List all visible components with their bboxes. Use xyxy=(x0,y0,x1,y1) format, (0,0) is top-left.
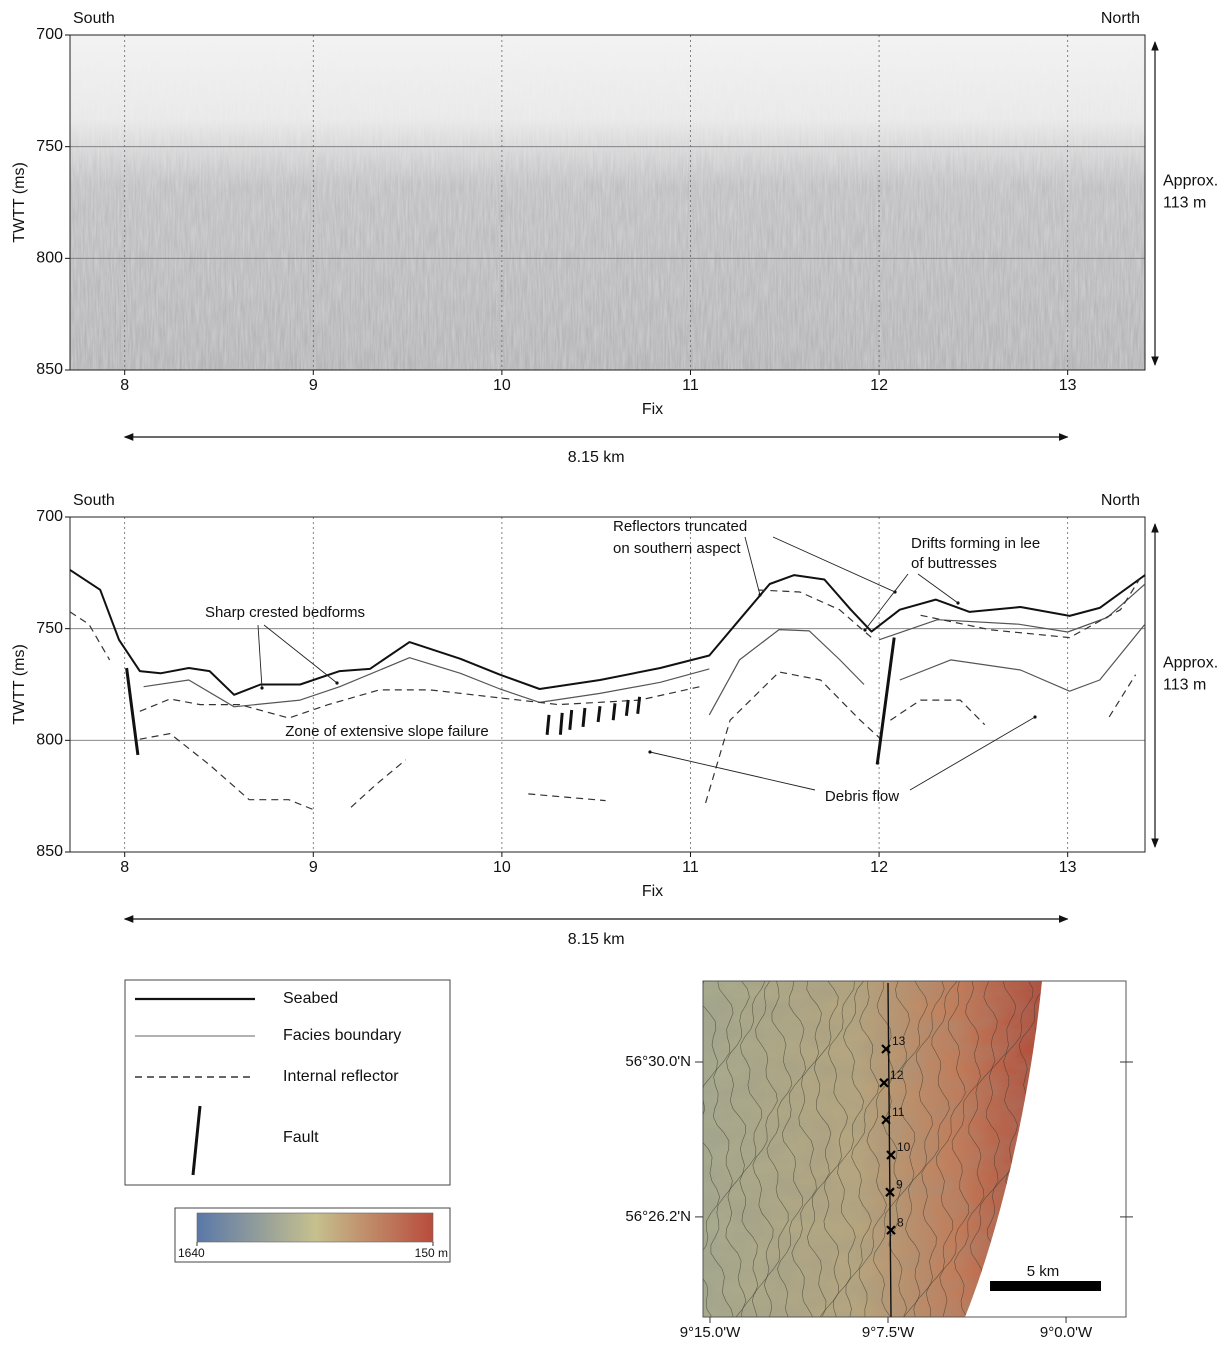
x-tick-label: 10 xyxy=(493,859,511,876)
leader-line xyxy=(258,625,262,688)
leader-line xyxy=(910,717,1035,790)
x-axis-title: Fix xyxy=(642,883,663,900)
lon-label: 9°0.0'W xyxy=(1040,1324,1093,1341)
depth-label: Approx. xyxy=(1163,173,1218,190)
station-label: 9 xyxy=(896,1177,903,1191)
distance-label: 8.15 km xyxy=(568,449,625,466)
annotation: Drifts forming in lee xyxy=(911,535,1040,552)
left-label: South xyxy=(73,492,115,509)
annotation: Debris flow xyxy=(825,788,899,805)
leader-dot xyxy=(260,686,263,689)
lat-label: 56°30.0'N xyxy=(625,1053,691,1070)
annotation: Reflectors truncated xyxy=(613,518,747,535)
leader-dot xyxy=(758,593,761,596)
distance-label: 8.15 km xyxy=(568,931,625,948)
figure: 700 750 800 850 8 9 10 11 12 13 South North TWTT (ms… xyxy=(0,0,1231,1345)
x-tick-label: 13 xyxy=(1059,859,1077,876)
scale-bar-label: 5 km xyxy=(1027,1263,1060,1280)
y-tick-label: 800 xyxy=(36,732,63,749)
station-label: 11 xyxy=(892,1105,905,1119)
x-tick-label: 11 xyxy=(682,859,699,876)
x-tick-label: 9 xyxy=(309,859,318,876)
leader-dot xyxy=(863,628,866,631)
leader-dot xyxy=(1033,715,1036,718)
seismic-image xyxy=(70,35,1145,370)
depth-label: 113 m xyxy=(1163,677,1206,694)
x-tick-label: 10 xyxy=(493,377,511,394)
legend-label: Facies boundary xyxy=(283,1027,401,1044)
leader-dot xyxy=(335,681,338,684)
y-tick-label: 700 xyxy=(36,508,63,525)
x-axis-title: Fix xyxy=(642,401,663,418)
right-label: North xyxy=(1101,492,1140,509)
x-tick-label: 8 xyxy=(120,859,129,876)
legend-label: Seabed xyxy=(283,990,338,1007)
y-axis-title: TWTT (ms) xyxy=(11,644,28,725)
lon-label: 9°7.5'W xyxy=(862,1324,915,1341)
y-tick-label: 850 xyxy=(36,361,63,378)
leader-line xyxy=(264,625,337,683)
right-label: North xyxy=(1101,10,1140,27)
series-line xyxy=(127,638,895,765)
depth-label: 113 m xyxy=(1163,195,1206,212)
annotation: Sharp crested bedforms xyxy=(205,604,365,621)
series-line xyxy=(70,570,1145,695)
lon-label: 9°15.0'W xyxy=(680,1324,741,1341)
station-label: 12 xyxy=(890,1068,904,1082)
y-tick-label: 750 xyxy=(36,620,63,637)
leader-line xyxy=(865,574,908,630)
lat-label: 56°26.2'N xyxy=(625,1208,691,1225)
y-tick-label: 750 xyxy=(36,138,63,155)
depth-label: Approx. xyxy=(1163,655,1218,672)
colorbar-label: 1640 xyxy=(178,1246,205,1260)
leader-dot xyxy=(648,750,651,753)
x-tick-label: 11 xyxy=(682,377,699,394)
leader-line xyxy=(650,752,815,790)
y-tick-label: 850 xyxy=(36,843,63,860)
annotation: on southern aspect xyxy=(613,540,741,557)
annotation: Zone of extensive slope failure xyxy=(285,723,488,740)
page: 700 750 800 850 8 9 10 11 12 13 South North TWTT (ms… xyxy=(0,0,1231,1345)
legend-label: Internal reflector xyxy=(283,1068,399,1085)
annotation: of buttresses xyxy=(911,555,997,572)
y-axis-title: TWTT (ms) xyxy=(11,162,28,243)
leader-line xyxy=(773,537,895,592)
x-tick-label: 8 xyxy=(120,377,129,394)
station-label: 8 xyxy=(897,1215,904,1229)
colorbar xyxy=(197,1213,433,1242)
x-tick-label: 9 xyxy=(309,377,318,394)
colorbar-label: 150 m xyxy=(415,1246,448,1260)
leader-dot xyxy=(956,601,959,604)
leader-line xyxy=(745,537,760,595)
station-label: 13 xyxy=(892,1034,906,1048)
y-tick-label: 800 xyxy=(36,250,63,267)
left-label: South xyxy=(73,10,115,27)
x-tick-label: 12 xyxy=(870,859,888,876)
leader-line xyxy=(918,574,958,603)
station-label: 10 xyxy=(897,1140,911,1154)
y-tick-label: 700 xyxy=(36,26,63,43)
x-tick-label: 13 xyxy=(1059,377,1077,394)
bathymetry-map xyxy=(697,981,1126,1317)
x-tick-label: 12 xyxy=(870,377,888,394)
legend-label: Fault xyxy=(283,1129,319,1146)
